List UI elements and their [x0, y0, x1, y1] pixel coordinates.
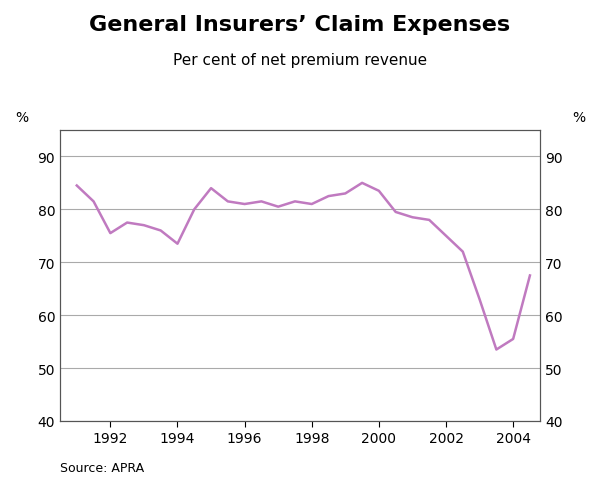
Text: Source: APRA: Source: APRA [60, 461, 144, 474]
Text: Per cent of net premium revenue: Per cent of net premium revenue [173, 53, 427, 68]
Text: %: % [15, 111, 28, 125]
Text: General Insurers’ Claim Expenses: General Insurers’ Claim Expenses [89, 15, 511, 34]
Text: %: % [572, 111, 585, 125]
